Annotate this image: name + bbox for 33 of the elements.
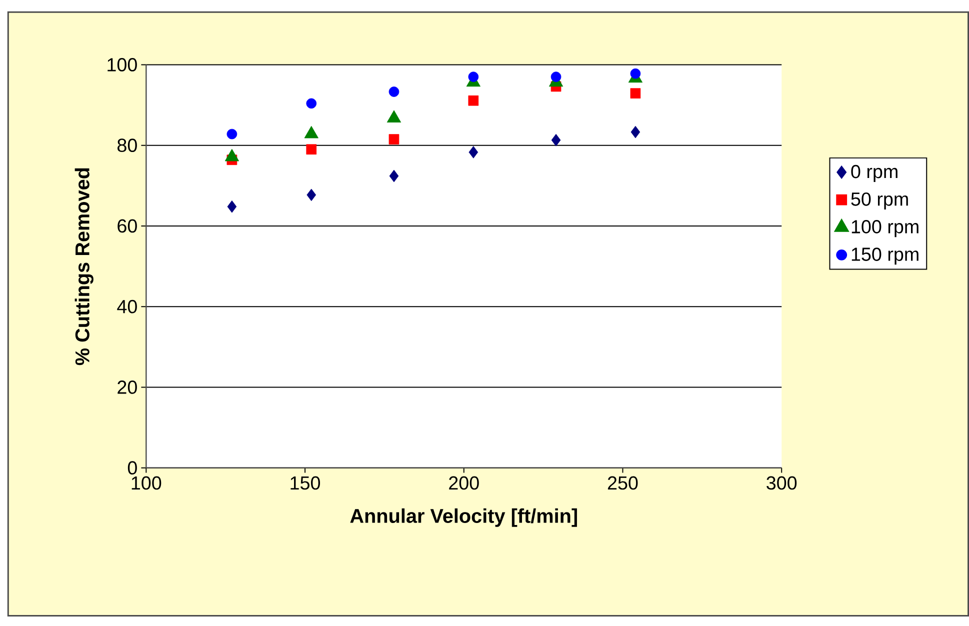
y-axis-title: % Cuttings Removed	[74, 168, 94, 366]
y-tick-label: 40	[117, 300, 137, 314]
point	[389, 170, 399, 182]
x-tick-label: 200	[449, 476, 479, 490]
point	[630, 68, 641, 79]
point	[388, 134, 400, 145]
point	[630, 126, 640, 138]
point	[388, 86, 400, 97]
y-tick-label: 0	[128, 461, 137, 475]
y-tick-label: 100	[108, 58, 137, 72]
y-tick-label: 60	[118, 219, 137, 233]
point	[306, 144, 317, 155]
x-tick-label: 250	[608, 476, 638, 490]
x-tick-label: 150	[290, 476, 320, 490]
point	[550, 72, 562, 82]
point	[226, 128, 238, 140]
legend-label: 100 rpm	[852, 220, 918, 238]
y-tick-label: 20	[118, 380, 137, 394]
point	[630, 88, 641, 99]
point	[468, 95, 479, 106]
legend-label: 50 rpm	[851, 192, 908, 210]
point	[227, 200, 237, 213]
x-tick-label: 300	[766, 476, 797, 490]
legend-label: 150 rpm	[852, 248, 918, 265]
point	[306, 188, 316, 202]
point	[468, 72, 479, 82]
point	[306, 98, 317, 109]
y-tick-label: 80	[118, 138, 137, 152]
point	[551, 134, 561, 146]
legend-label: 0 rpm	[851, 164, 898, 182]
x-tick-label: 100	[132, 476, 162, 490]
point	[468, 146, 478, 158]
x-axis-title: Annular Velocity [ft/min]	[350, 508, 577, 527]
